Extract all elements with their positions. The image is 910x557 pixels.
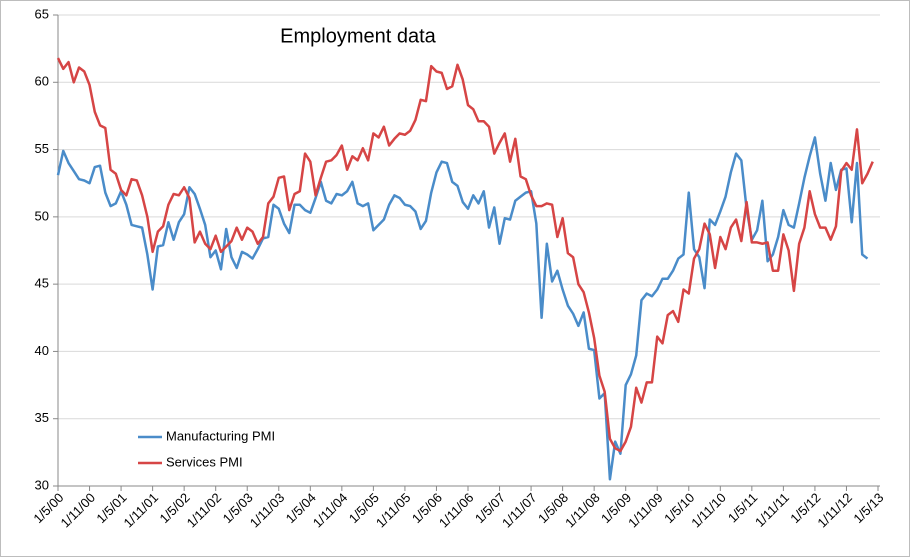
y-tick-label: 40 bbox=[35, 343, 49, 358]
chart-title: Employment data bbox=[280, 25, 437, 47]
legend-label: Services PMI bbox=[166, 454, 243, 469]
series-line bbox=[56, 57, 874, 453]
y-tick-label: 30 bbox=[35, 477, 49, 492]
y-tick-label: 45 bbox=[35, 276, 49, 291]
series-line bbox=[56, 136, 869, 481]
y-tick-label: 65 bbox=[35, 6, 49, 21]
y-tick-label: 35 bbox=[35, 410, 49, 425]
y-tick-label: 50 bbox=[35, 208, 49, 223]
y-tick-label: 55 bbox=[35, 141, 49, 156]
y-tick-label: 60 bbox=[35, 74, 49, 89]
legend-label: Manufacturing PMI bbox=[166, 428, 275, 443]
